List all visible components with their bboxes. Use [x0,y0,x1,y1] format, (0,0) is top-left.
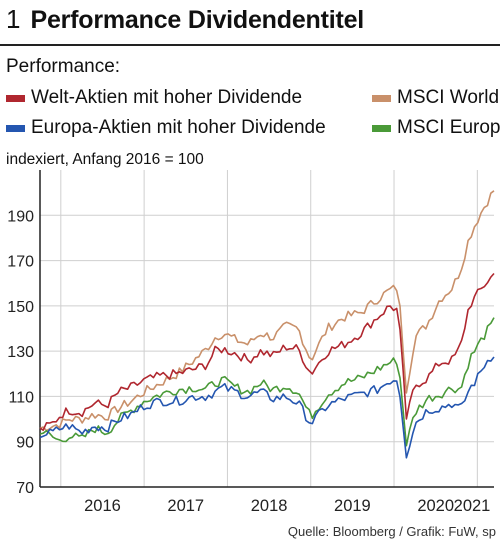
series-line-msci-world [39,190,495,432]
legend-item-msci-europe: MSCI Europe [372,117,500,139]
source-credit: Quelle: Bloomberg / Grafik: FuW, sp [287,524,496,539]
y-tick-label: 170 [7,254,34,271]
legend-swatch-msci-world [372,94,391,102]
y-tick-label: 70 [16,480,34,497]
legend-swatch-europa-aktien [6,124,25,132]
y-axis-label: indexiert, Anfang 2016 = 100 [6,151,204,168]
legend-item-europa-aktien: Europa-Aktien mit hoher Dividende [6,117,326,139]
legend-label-europa-aktien: Europa-Aktien mit hoher Dividende [31,117,326,138]
legend-item-welt-aktien: Welt-Aktien mit hoher Dividende [6,87,302,109]
series-line-msci-europe [39,317,495,447]
y-tick-label: 110 [8,389,34,406]
y-tick-label: 190 [7,208,34,225]
legend-swatch-welt-aktien [6,94,25,102]
x-tick-label: 2019 [334,497,371,515]
x-tick-label: 2016 [84,497,121,515]
series-line-welt-aktien [39,272,495,431]
chart-title: Performance Dividendentitel [30,6,365,34]
series-line-europa-aktien [39,356,495,459]
figure-number: 1 [6,4,21,34]
legend-label-welt-aktien: Welt-Aktien mit hoher Dividende [31,87,303,108]
x-tick-label: 2021 [454,497,491,515]
legend-swatch-msci-europe [372,124,391,132]
legend-label-msci-europe: MSCI Europe [397,117,500,138]
x-tick-label: 2018 [251,497,288,515]
legend-item-msci-world: MSCI World [372,87,499,109]
x-tick-label: 2017 [167,497,204,515]
legend-caption: Performance: [6,56,121,77]
y-tick-label: 90 [16,435,34,452]
title-divider [0,44,500,46]
chart-header: 1 Performance Dividendentitel [6,4,364,40]
x-tick-label: 2020 [417,497,454,515]
y-tick-label: 130 [7,344,34,361]
legend-label-msci-world: MSCI World [397,87,500,108]
y-tick-label: 150 [7,299,34,316]
